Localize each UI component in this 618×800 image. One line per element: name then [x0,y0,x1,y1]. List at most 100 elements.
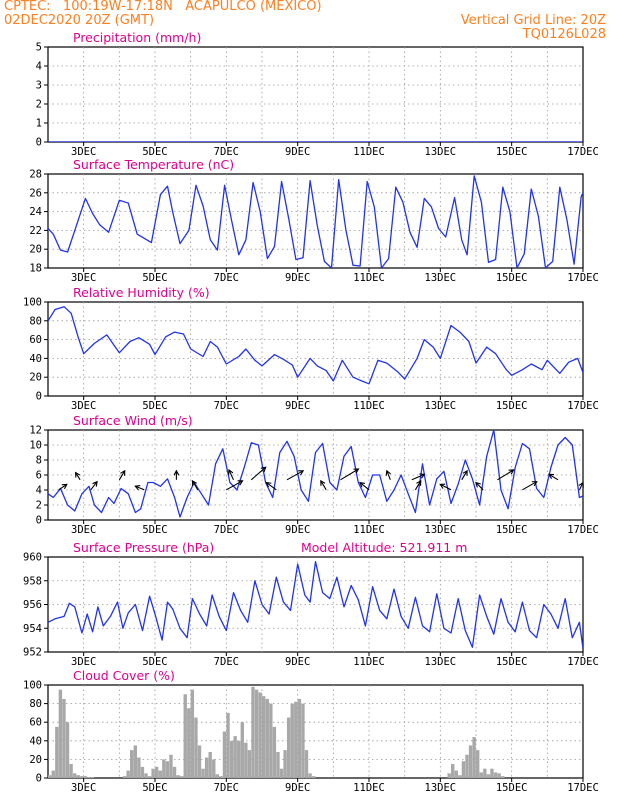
panel-title: Precipitation (mm/h) [73,30,201,45]
x-tick-label: 7DEC [214,782,239,794]
wind-arrow [461,470,468,481]
header-model-code: TQ0126L028 [522,27,606,42]
cloud-bar [272,726,277,778]
x-tick-label: 15DEC [496,656,528,668]
x-tick-label: 13DEC [425,524,457,536]
header-location: CPTEC: 100:19W-17:18N ACAPULCO (MEXICO) [4,0,322,14]
cloud-bar [447,773,451,778]
x-tick-label: 13DEC [425,400,457,412]
y-tick-label: 5 [36,42,42,54]
y-tick-label: 12 [29,425,42,437]
y-tick-label: 22 [29,225,42,237]
cloud-bar [69,764,73,778]
cloud-bar [58,689,63,778]
cloud-bar [212,759,216,778]
cloud-bar [179,776,184,778]
y-tick-label: 0 [36,515,42,527]
wind-arrow-head [173,469,180,476]
panel-title: Relative Humidity (%) [73,285,210,300]
panel-title: Surface Temperature (nC) [73,157,234,172]
header-grid-line-note: Vertical Grid Line: 20Z [460,13,606,28]
cloud-bar [251,686,255,778]
cloud-bar [76,775,80,778]
cloud-bar [83,776,88,778]
wind-arrow [320,480,327,491]
cloud-bar [454,770,458,778]
x-tick-label: 17DEC [567,524,599,536]
cloud-bar [130,750,134,778]
x-tick-label: 7DEC [214,524,239,536]
y-tick-label: 4 [36,61,42,73]
model-altitude-label: Model Altitude: 521.911 m [301,540,467,555]
wind-arrow [118,470,126,481]
x-tick-label: 17DEC [567,400,599,412]
cloud-bar [133,745,137,778]
x-tick-label: 13DEC [425,272,457,284]
y-tick-label: 954 [23,623,42,635]
cloud-bar [483,768,487,778]
y-tick-label: 18 [29,263,42,275]
cloud-bar [147,776,152,778]
y-tick-label: 0 [36,773,42,785]
cloud-bar [201,768,205,778]
cloud-bar [137,757,141,778]
cloud-bar [158,770,162,778]
wind-arrow-head [548,473,555,479]
panel-1: 0 1 2 3 4 5 3DEC 5DEC 7DEC 9DEC 11DEC 13DEC 15DEC 17D… [36,30,599,158]
cloud-bar [458,775,462,778]
y-tick-label: 2 [36,99,42,111]
series-line [48,306,583,385]
wind-arrow [228,469,234,481]
cloud-bar [51,770,55,778]
x-tick-label: 15DEC [496,400,528,412]
cloud-bar [48,775,52,778]
y-tick-label: 0 [36,391,42,403]
wind-arrow [548,473,559,481]
cloud-bar [297,698,302,778]
panel-2: 18 20 22 24 26 28 3DEC 5DEC 7DEC 9DEC 11DEC 13DEC 15… [29,157,598,284]
y-tick-label: 6 [36,470,42,482]
panel-title: Surface Pressure (hPa) [73,540,214,555]
y-tick-label: 80 [29,698,42,710]
cloud-bar [65,722,70,778]
wind-arrow-head [419,473,426,479]
cloud-bar [311,776,316,778]
wind-arrow-head [385,469,392,476]
x-tick-label: 5DEC [142,782,167,794]
cloud-bar [486,774,491,778]
wind-arrow-head [416,479,422,486]
cloud-bar [240,722,244,778]
x-tick-label: 9DEC [285,656,310,668]
wind-arrow [439,483,452,491]
x-tick-label: 17DEC [567,272,599,284]
x-tick-label: 7DEC [214,656,239,668]
wind-arrow [578,482,584,491]
x-tick-label: 11DEC [353,272,385,284]
cloud-bar [290,703,294,778]
wind-arrow [475,482,484,491]
x-tick-label: 5DEC [142,524,167,536]
wind-arrow [250,466,267,481]
cloud-bar [187,708,191,778]
y-tick-label: 100 [23,680,42,692]
x-tick-label: 17DEC [567,782,599,794]
x-tick-label: 15DEC [496,524,528,536]
x-tick-label: 5DEC [142,656,167,668]
y-tick-label: 60 [29,717,42,729]
cloud-bar [222,731,227,778]
wind-arrow [90,481,98,491]
x-tick-label: 13DEC [425,146,457,158]
y-tick-label: 20 [29,244,42,256]
cloud-bar [183,694,187,778]
cloud-bar [165,761,170,778]
wind-arrow [226,480,243,491]
wind-arrow [359,482,370,491]
panel-frame [47,301,584,397]
wind-arrow [286,470,304,481]
x-tick-label: 5DEC [142,272,167,284]
x-tick-label: 17DEC [567,146,599,158]
x-tick-label: 7DEC [214,146,239,158]
wind-arrow [411,473,425,481]
y-tick-label: 956 [23,599,42,611]
x-tick-label: 11DEC [353,782,385,794]
